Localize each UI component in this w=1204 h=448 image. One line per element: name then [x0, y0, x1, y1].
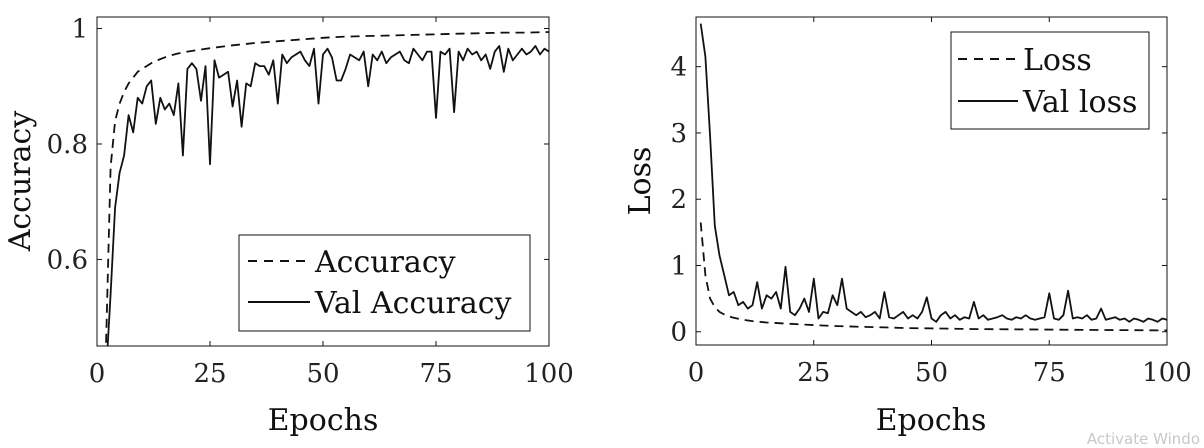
accuracy-y-axis-label: Accuracy — [3, 111, 38, 253]
accuracy-x-tick-label: 25 — [193, 359, 226, 389]
loss-series-loss — [699, 222, 1167, 332]
accuracy-series-val-accuracy — [106, 45, 549, 346]
loss-y-tick-label: 4 — [670, 53, 687, 83]
loss-chart: 0 25 50 75 100 0 1 2 3 4 Epochs Loss Loss Val los… — [623, 16, 1192, 438]
accuracy-x-axis-label: Epochs — [268, 403, 379, 438]
loss-x-tick-label: 25 — [797, 358, 830, 388]
loss-legend-box — [950, 31, 1150, 130]
loss-y-tick-label: 2 — [670, 185, 687, 215]
accuracy-y-tick-label: 0.8 — [47, 130, 88, 160]
accuracy-series-lines — [105, 31, 549, 346]
loss-y-axis-label: Loss — [623, 147, 658, 216]
accuracy-ticks: 0 25 50 75 100 0.6 0.8 1 — [47, 15, 574, 389]
loss-x-tick-label: 0 — [688, 358, 705, 388]
accuracy-legend-label-accuracy: Accuracy — [314, 245, 456, 280]
loss-series-lines — [699, 23, 1167, 332]
accuracy-x-tick-label: 0 — [89, 359, 106, 389]
accuracy-y-tick-label: 1 — [71, 15, 88, 45]
accuracy-x-tick-label: 50 — [306, 359, 339, 389]
loss-series-val-loss — [699, 23, 1167, 323]
accuracy-legend-box — [238, 234, 531, 332]
loss-legend-label-val-loss: Val loss — [1022, 85, 1137, 120]
activation-watermark: Activate Windo — [1086, 430, 1200, 448]
loss-y-tick-label: 0 — [670, 318, 687, 348]
loss-x-tick-label: 100 — [1142, 358, 1192, 388]
accuracy-legend: Accuracy Val Accuracy — [238, 234, 531, 332]
accuracy-legend-label-val-accuracy: Val Accuracy — [314, 286, 512, 321]
loss-legend-label-loss: Loss — [1023, 43, 1092, 78]
loss-x-tick-label: 50 — [915, 358, 948, 388]
accuracy-x-tick-label: 75 — [419, 359, 452, 389]
accuracy-series-accuracy — [105, 31, 549, 346]
accuracy-y-tick-label: 0.6 — [47, 245, 88, 275]
loss-y-tick-label: 1 — [670, 251, 687, 281]
loss-legend: Loss Val loss — [950, 31, 1150, 130]
loss-x-tick-label: 75 — [1033, 358, 1066, 388]
loss-y-tick-label: 3 — [670, 119, 687, 149]
loss-ticks: 0 25 50 75 100 0 1 2 3 4 — [670, 17, 1192, 388]
accuracy-chart: 0 25 50 75 100 0.6 0.8 1 Epochs Accuracy Accura… — [3, 15, 574, 438]
accuracy-x-tick-label: 100 — [524, 359, 574, 389]
loss-x-axis-label: Epochs — [876, 403, 987, 438]
